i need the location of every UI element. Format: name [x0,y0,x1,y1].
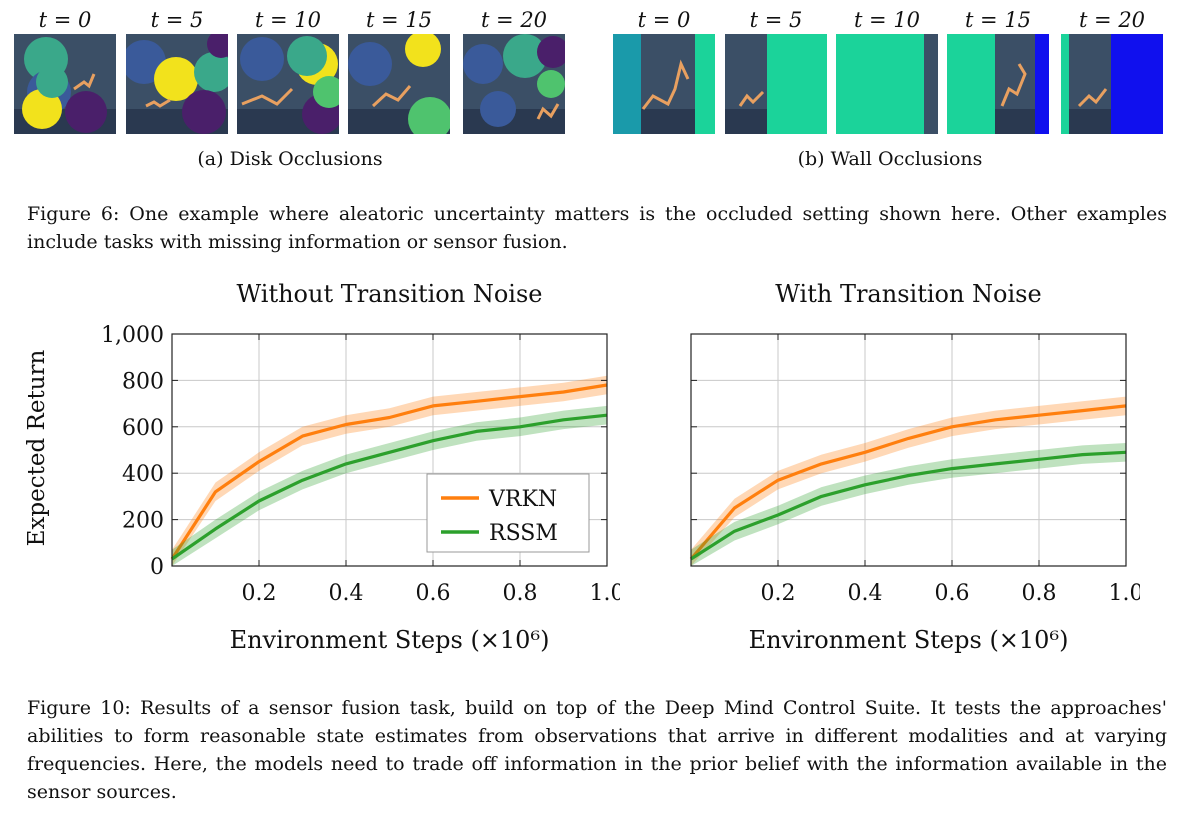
wall-frame-image [947,34,1049,134]
plot-frame [690,333,1127,567]
disk-frame-image [237,34,339,134]
series-line-rssm [171,413,608,561]
figure6-caption-text: One example where aleatoric uncertainty … [27,203,1167,253]
frame-time-label: t = 10 [254,8,322,32]
series-band-vrkn [172,375,607,566]
wall-panel-caption: (b) Wall Occlusions [797,148,983,170]
wall-frame-image [1061,34,1163,134]
frame-time-label: t = 20 [1078,8,1146,32]
chart-left: 0 200 400 600 800 1,000 0.2 0.4 0.6 0.8 1.0 VRKN RSS… [101,323,621,606]
x-tick-label: 0.8 [503,581,538,606]
chart-y-axis-label: Expected Return [24,349,50,547]
chart-left-x-axis-label: Environment Steps (×10⁶) [229,626,550,654]
series-band-rssm [172,405,607,566]
legend-label-vrkn: VRKN [488,487,557,512]
chart-left-title: Without Transition Noise [236,280,543,308]
series-band-rssm [691,443,1126,566]
disk-frame-image [14,34,116,134]
figure6-caption: Figure 6: One example where aleatoric un… [27,200,1167,256]
wall-frame-image [725,34,827,134]
x-tick-label: 0.2 [242,581,277,606]
y-tick-label: 400 [122,462,164,487]
frame-time-label: t = 0 [637,8,691,32]
figure10-caption-text: Results of a sensor fusion task, build o… [27,697,1167,803]
disk-panel-caption: (a) Disk Occlusions [197,148,383,170]
frame-time-label: t = 5 [749,8,803,32]
wall-frame-image [836,34,938,134]
x-tick-label: 0.4 [848,581,883,606]
y-tick-label: 1,000 [101,323,164,348]
series-line-vrkn [170,383,608,560]
frame-time-label: t = 15 [964,8,1032,32]
y-tick-label: 200 [122,509,164,534]
legend-box [426,473,590,553]
x-tick-label: 1.0 [1109,581,1141,606]
x-tick-label: 0.2 [761,581,796,606]
figure10-caption: Figure 10: Results of a sensor fusion ta… [27,694,1167,806]
x-tick-label: 0.4 [329,581,364,606]
x-tick-label: 0.6 [935,581,970,606]
figure10-caption-label: Figure 10: [27,697,131,719]
frame-time-label: t = 20 [480,8,548,32]
chart-right: 0.2 0.4 0.6 0.8 1.0 [689,333,1141,606]
y-tick-label: 0 [150,555,164,580]
x-tick-label: 0.6 [416,581,451,606]
y-tick-label: 600 [122,416,164,441]
x-tick-label: 0.8 [1022,581,1057,606]
frame-time-label: t = 15 [365,8,433,32]
disk-frame-image [463,34,565,134]
figure6-caption-label: Figure 6: [27,203,120,225]
plot-frame [171,333,608,567]
y-tick-label: 800 [122,369,164,394]
frame-time-label: t = 0 [38,8,92,32]
disk-frame-image [126,34,228,134]
disk-frame-image [348,34,450,134]
legend-label-rssm: RSSM [489,521,558,546]
frame-time-label: t = 5 [150,8,204,32]
x-tick-label: 1.0 [590,581,621,606]
frame-time-label: t = 10 [853,8,921,32]
chart-right-x-axis-label: Environment Steps (×10⁶) [748,626,1069,654]
chart-right-title: With Transition Noise [775,280,1042,308]
wall-frame-image [613,34,715,134]
series-line-vrkn [689,404,1127,561]
series-line-rssm [690,450,1127,561]
